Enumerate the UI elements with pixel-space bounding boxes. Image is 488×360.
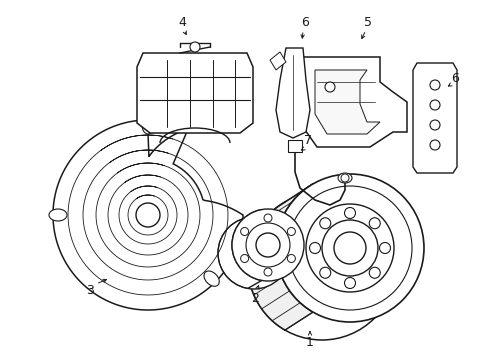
Polygon shape <box>247 184 312 330</box>
Ellipse shape <box>142 116 154 134</box>
Circle shape <box>429 120 439 130</box>
Polygon shape <box>314 70 379 134</box>
Circle shape <box>429 100 439 110</box>
Circle shape <box>190 42 200 52</box>
Circle shape <box>321 220 377 276</box>
Text: 2: 2 <box>250 292 259 305</box>
Circle shape <box>319 267 330 278</box>
Circle shape <box>287 228 295 235</box>
Circle shape <box>368 267 380 278</box>
Polygon shape <box>269 52 285 70</box>
Text: 6: 6 <box>301 15 308 28</box>
Text: 5: 5 <box>363 15 371 28</box>
Circle shape <box>368 218 380 229</box>
Polygon shape <box>53 120 243 310</box>
Circle shape <box>264 268 271 276</box>
Ellipse shape <box>337 173 351 183</box>
Circle shape <box>340 174 348 182</box>
Circle shape <box>136 203 160 227</box>
Circle shape <box>275 174 423 322</box>
Circle shape <box>309 243 320 253</box>
Circle shape <box>344 278 355 288</box>
Circle shape <box>429 140 439 150</box>
Polygon shape <box>303 57 406 147</box>
Circle shape <box>231 209 304 281</box>
Circle shape <box>379 243 390 253</box>
Text: 3: 3 <box>86 284 94 297</box>
Ellipse shape <box>49 209 67 221</box>
Polygon shape <box>275 48 309 138</box>
Circle shape <box>240 255 248 262</box>
Circle shape <box>218 217 289 289</box>
Polygon shape <box>218 210 261 288</box>
Circle shape <box>325 82 334 92</box>
Polygon shape <box>137 53 252 133</box>
Text: 4: 4 <box>178 15 185 28</box>
Circle shape <box>256 233 280 257</box>
Circle shape <box>245 223 289 267</box>
Ellipse shape <box>203 271 219 286</box>
Text: 1: 1 <box>305 336 313 348</box>
Circle shape <box>264 214 271 222</box>
Polygon shape <box>287 140 302 152</box>
Circle shape <box>240 228 248 235</box>
Circle shape <box>333 232 365 264</box>
Circle shape <box>305 204 393 292</box>
Circle shape <box>319 218 330 229</box>
Text: 7: 7 <box>304 134 311 147</box>
Ellipse shape <box>247 192 395 340</box>
Text: 6: 6 <box>450 72 458 85</box>
Circle shape <box>287 255 295 262</box>
Circle shape <box>344 207 355 219</box>
Circle shape <box>429 80 439 90</box>
Polygon shape <box>412 63 456 173</box>
